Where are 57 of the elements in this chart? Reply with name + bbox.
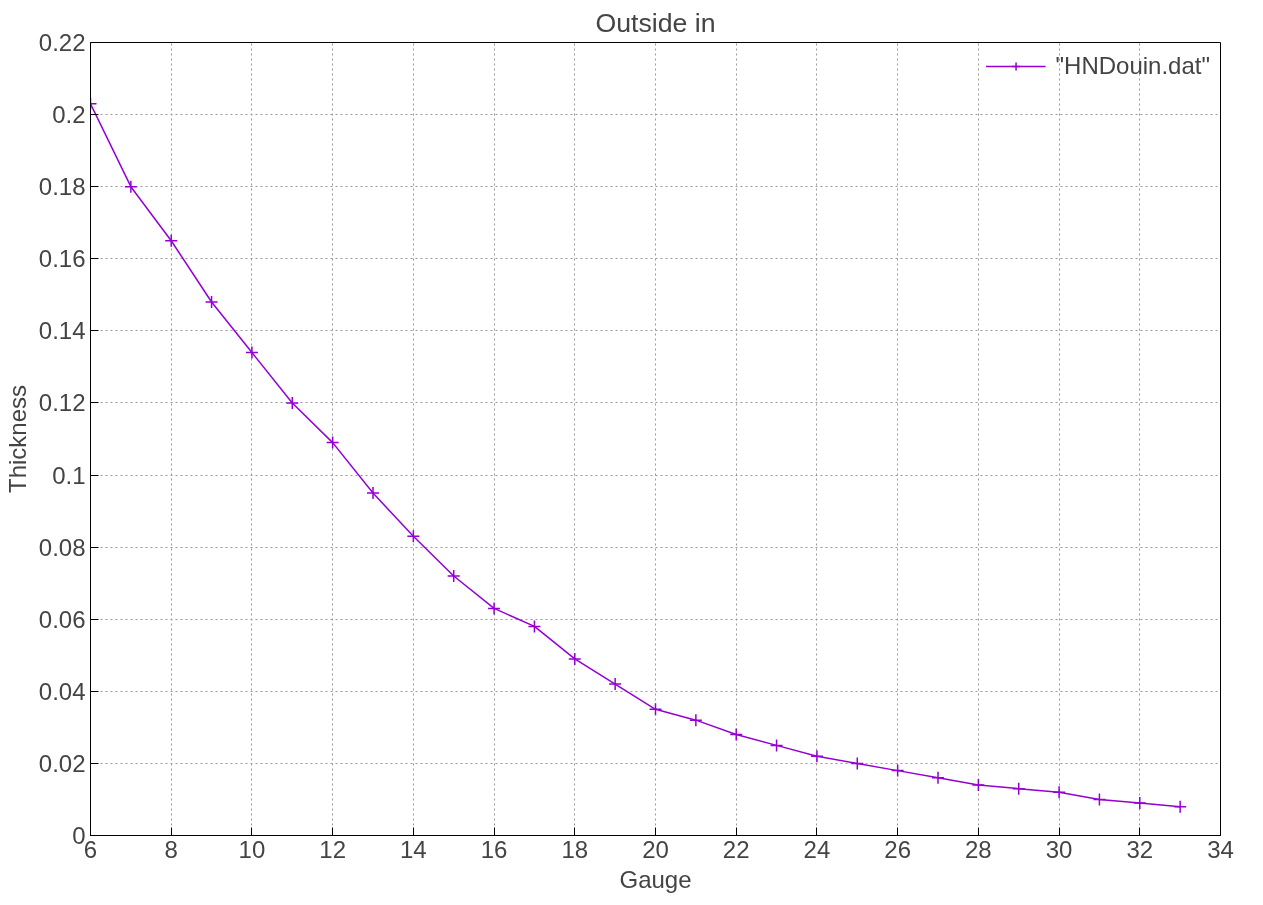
x-tick-label: 14 [400,835,427,863]
point [568,652,582,666]
y-tick-label: 0.08 [38,533,86,561]
point [406,529,421,544]
x-tick-label: 30 [1045,835,1073,863]
point [164,234,178,248]
point [608,677,622,691]
x-tick-label: 22 [722,835,750,863]
y-tick-label: 0.1 [52,461,86,489]
y-tick-label: 0.06 [38,605,86,633]
point [769,738,784,753]
y-tick-label: 0.22 [38,29,86,56]
point [285,396,300,410]
y-tick-label: 0.18 [38,173,86,201]
point [1092,792,1107,807]
point [850,756,865,771]
y-axis-title: Thickness [3,384,31,494]
point [124,179,138,194]
point [1011,781,1026,796]
legend-label: "HNDouin.dat" [1055,52,1210,80]
x-tick-label: 8 [164,835,178,863]
x-axis-title: Gauge [619,865,692,893]
point [245,345,259,360]
x-tick-label: 16 [480,835,508,863]
point [890,763,905,778]
point [1173,799,1187,814]
point [325,435,340,450]
point [689,713,703,727]
y-tick-label: 0.14 [38,317,86,345]
x-tick-label: 24 [803,835,831,863]
x-tick-label: 18 [561,835,589,863]
x-tick-label: 34 [1207,835,1234,863]
point [204,295,219,309]
y-tick-label: 0.04 [38,677,86,705]
point [527,619,542,634]
y-tick-label: 0.12 [38,389,86,417]
point [1052,785,1066,799]
point [1133,796,1147,810]
x-tick-label: 32 [1126,835,1154,863]
x-tick-label: 12 [319,835,346,863]
x-tick-label: 20 [642,835,669,863]
point [810,749,824,763]
point [729,727,743,742]
x-tick-label: 10 [238,835,266,863]
x-tick-label: 26 [884,835,911,863]
point [931,771,945,785]
y-tick-label: 0.16 [38,245,86,273]
point [648,702,663,717]
y-tick-label: 0.02 [38,749,86,777]
x-tick-label: 28 [965,835,992,863]
chart-title: Outside in [595,7,716,38]
point [446,569,461,583]
point [366,486,380,500]
y-tick-label: 0 [72,822,86,849]
y-tick-label: 0.2 [52,101,86,129]
point [487,601,501,616]
point [971,778,986,792]
